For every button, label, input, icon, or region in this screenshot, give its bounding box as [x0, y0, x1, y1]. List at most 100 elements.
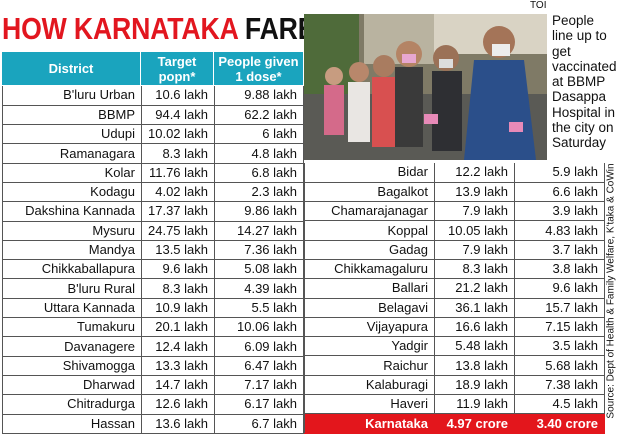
target-cell: 13.5 lakh	[141, 240, 215, 261]
given-cell: 5.68 lakh	[514, 355, 605, 376]
photo-illustration	[304, 14, 547, 160]
table-row: Tumakuru 20.1 lakh 10.06 lakh	[2, 317, 304, 338]
target-cell: 94.4 lakh	[141, 105, 215, 126]
district-cell: B'luru Rural	[2, 278, 142, 299]
target-cell: 11.9 lakh	[434, 394, 515, 415]
target-cell: 13.6 lakh	[141, 414, 215, 434]
table-row: Haveri 11.9 lakh 4.5 lakh	[304, 394, 605, 415]
vaccination-queue-photo	[304, 14, 547, 160]
given-cell: 4.39 lakh	[214, 278, 304, 299]
given-cell: 5.9 lakh	[514, 163, 605, 183]
given-cell: 4.5 lakh	[514, 394, 605, 415]
photo-caption: People line up to get vaccinated at BBMP…	[552, 13, 617, 151]
given-cell: 6.47 lakh	[214, 356, 304, 376]
district-cell: Dharwad	[2, 375, 142, 396]
target-cell: 13.9 lakh	[434, 182, 515, 203]
district-cell: Koppal	[304, 220, 435, 241]
given-cell: 3.8 lakh	[514, 259, 605, 280]
given-cell: 4.8 lakh	[214, 143, 304, 164]
district-cell: Kalaburagi	[304, 375, 435, 396]
district-cell: Raichur	[304, 355, 435, 376]
target-cell: 12.6 lakh	[141, 394, 215, 415]
table-row: Hassan 13.6 lakh 6.7 lakh	[2, 414, 304, 434]
target-cell: 12.4 lakh	[141, 336, 215, 357]
district-cell: Kolar	[2, 163, 142, 183]
target-cell: 11.76 lakh	[141, 163, 215, 183]
table-row: Chitradurga 12.6 lakh 6.17 lakh	[2, 394, 304, 415]
table-row: Bagalkot 13.9 lakh 6.6 lakh	[304, 182, 605, 203]
table-row: Belagavi 36.1 lakh 15.7 lakh	[304, 298, 605, 318]
district-cell: Chikkamagaluru	[304, 259, 435, 280]
given-cell: 5.08 lakh	[214, 259, 304, 280]
given-cell: 7.17 lakh	[214, 375, 304, 396]
given-cell: 6.09 lakh	[214, 336, 304, 357]
district-cell: Gadag	[304, 240, 435, 260]
table-row: Uttara Kannada 10.9 lakh 5.5 lakh	[2, 298, 304, 319]
given-cell: 3.9 lakh	[514, 201, 605, 222]
table-row: Bidar 12.2 lakh 5.9 lakh	[304, 163, 605, 183]
district-cell: Chikkaballapura	[2, 259, 142, 280]
target-cell: 9.6 lakh	[141, 259, 215, 280]
target-cell: 20.1 lakh	[141, 317, 215, 338]
header-district: District	[2, 52, 141, 85]
table-row: Chikkaballapura 9.6 lakh 5.08 lakh	[2, 259, 304, 280]
given-cell: 6.7 lakh	[214, 414, 304, 434]
target-cell: 13.8 lakh	[434, 355, 515, 376]
given-cell: 2.3 lakh	[214, 182, 304, 203]
table-row: Ramanagara 8.3 lakh 4.8 lakh	[2, 143, 304, 164]
table-row: Udupi 10.02 lakh 6 lakh	[2, 124, 304, 145]
target-cell: 7.9 lakh	[434, 201, 515, 222]
given-cell: 7.15 lakh	[514, 317, 605, 338]
left-district-table: B'luru Urban 10.6 lakh 9.88 lakh BBMP 94.4 l…	[2, 86, 304, 434]
table-row: Vijayapura 16.6 lakh 7.15 lakh	[304, 317, 605, 338]
total-target-cell: 4.97 crore	[434, 413, 515, 434]
table-row: Chikkamagaluru 8.3 lakh 3.8 lakh	[304, 259, 605, 280]
given-cell: 9.6 lakh	[514, 278, 605, 299]
table-row: Gadag 7.9 lakh 3.7 lakh	[304, 240, 605, 260]
target-cell: 13.3 lakh	[141, 356, 215, 376]
table-row: Dharwad 14.7 lakh 7.17 lakh	[2, 375, 304, 396]
given-cell: 10.06 lakh	[214, 317, 304, 338]
district-cell: Mandya	[2, 240, 142, 261]
given-cell: 9.86 lakh	[214, 201, 304, 222]
table-row: Raichur 13.8 lakh 5.68 lakh	[304, 355, 605, 376]
photo-credit: TOI	[530, 0, 547, 11]
district-cell: BBMP	[2, 105, 142, 126]
district-cell: Davanagere	[2, 336, 142, 357]
target-cell: 17.37 lakh	[141, 201, 215, 222]
target-cell: 24.75 lakh	[141, 221, 215, 241]
district-cell: Bagalkot	[304, 182, 435, 203]
target-cell: 14.7 lakh	[141, 375, 215, 396]
given-cell: 3.7 lakh	[514, 240, 605, 260]
headline: HOW KARNATAKA FARES	[2, 12, 333, 46]
table-row: Davanagere 12.4 lakh 6.09 lakh	[2, 336, 304, 357]
target-cell: 36.1 lakh	[434, 298, 515, 318]
target-cell: 8.3 lakh	[141, 143, 215, 164]
total-given-cell: 3.40 crore	[514, 413, 605, 434]
total-district-cell: Karnataka	[304, 413, 435, 434]
target-cell: 16.6 lakh	[434, 317, 515, 338]
target-cell: 10.9 lakh	[141, 298, 215, 319]
table-row: Mysuru 24.75 lakh 14.27 lakh	[2, 221, 304, 241]
target-cell: 8.3 lakh	[141, 278, 215, 299]
table-row: B'luru Urban 10.6 lakh 9.88 lakh	[2, 86, 304, 106]
given-cell: 9.88 lakh	[214, 86, 304, 106]
given-cell: 14.27 lakh	[214, 221, 304, 241]
target-cell: 4.02 lakh	[141, 182, 215, 203]
table-row: Yadgir 5.48 lakh 3.5 lakh	[304, 336, 605, 357]
district-cell: Haveri	[304, 394, 435, 415]
total-row: Karnataka 4.97 crore 3.40 crore	[304, 413, 605, 434]
table-row: Kolar 11.76 lakh 6.8 lakh	[2, 163, 304, 183]
district-cell: Belagavi	[304, 298, 435, 318]
target-cell: 10.05 lakh	[434, 220, 515, 241]
header-given: People given 1 dose*	[214, 52, 303, 85]
target-cell: 10.02 lakh	[141, 124, 215, 145]
given-cell: 15.7 lakh	[514, 298, 605, 318]
district-cell: Kodagu	[2, 182, 142, 203]
given-cell: 6.6 lakh	[514, 182, 605, 203]
target-cell: 18.9 lakh	[434, 375, 515, 396]
target-cell: 5.48 lakh	[434, 336, 515, 357]
table-row: Mandya 13.5 lakh 7.36 lakh	[2, 240, 304, 261]
district-cell: Shivamogga	[2, 356, 142, 376]
table-row: Shivamogga 13.3 lakh 6.47 lakh	[2, 356, 304, 376]
